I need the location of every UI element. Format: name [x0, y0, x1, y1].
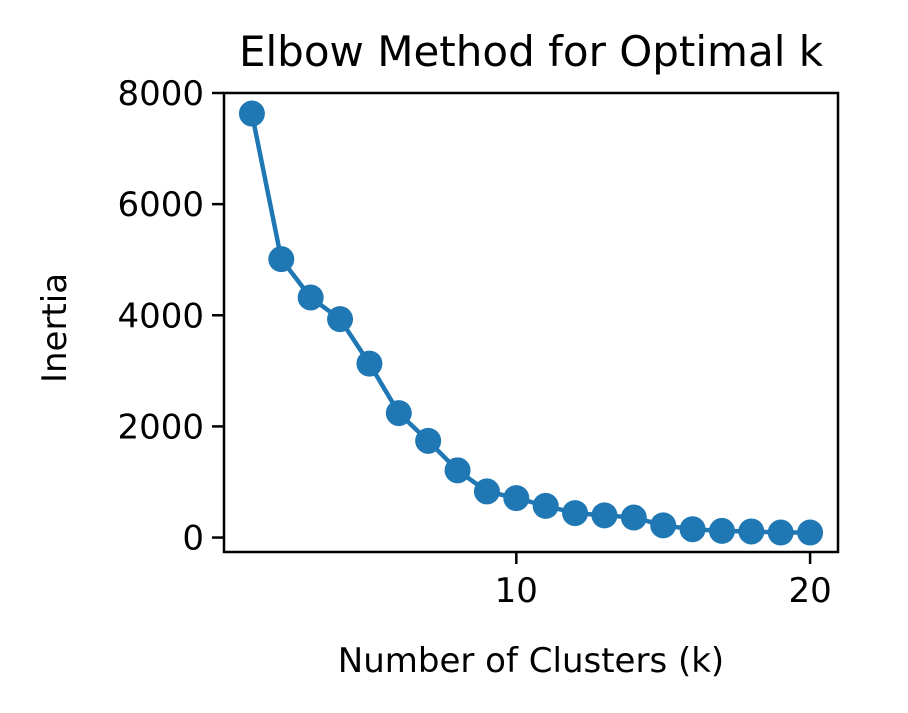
data-point [238, 100, 265, 127]
data-point [708, 517, 735, 544]
data-point [503, 485, 530, 512]
data-point [268, 246, 295, 273]
data-point [738, 518, 765, 545]
data-point [767, 519, 794, 546]
data-point [562, 500, 589, 527]
data-point [356, 350, 383, 377]
data-point [532, 492, 559, 519]
data-point [650, 512, 677, 539]
data-point [385, 400, 412, 427]
chart-title: Elbow Method for Optimal k [239, 27, 824, 76]
y-tick-label: 8000 [117, 74, 204, 114]
data-point [473, 478, 500, 505]
x-tick-label: 20 [788, 571, 831, 611]
data-point [620, 504, 647, 531]
x-axis-label: Number of Clusters (k) [338, 641, 724, 681]
y-axis-ticks: 0 2000 4000 6000 8000 [117, 74, 224, 559]
data-point [591, 502, 618, 529]
x-tick-label: 10 [495, 571, 538, 611]
data-point [297, 284, 324, 311]
plot-frame [222, 91, 840, 554]
data-point [415, 427, 442, 454]
y-tick-label: 2000 [117, 407, 204, 447]
data-point [797, 519, 824, 546]
data-point [444, 457, 471, 484]
y-axis-label: Inertia [35, 273, 75, 383]
data-point [679, 516, 706, 543]
data-points [238, 100, 824, 546]
data-point [327, 306, 354, 333]
y-tick-label: 0 [182, 519, 204, 559]
y-tick-label: 4000 [117, 296, 204, 336]
x-axis-ticks: 10 20 [495, 552, 832, 611]
y-tick-label: 6000 [117, 185, 204, 225]
